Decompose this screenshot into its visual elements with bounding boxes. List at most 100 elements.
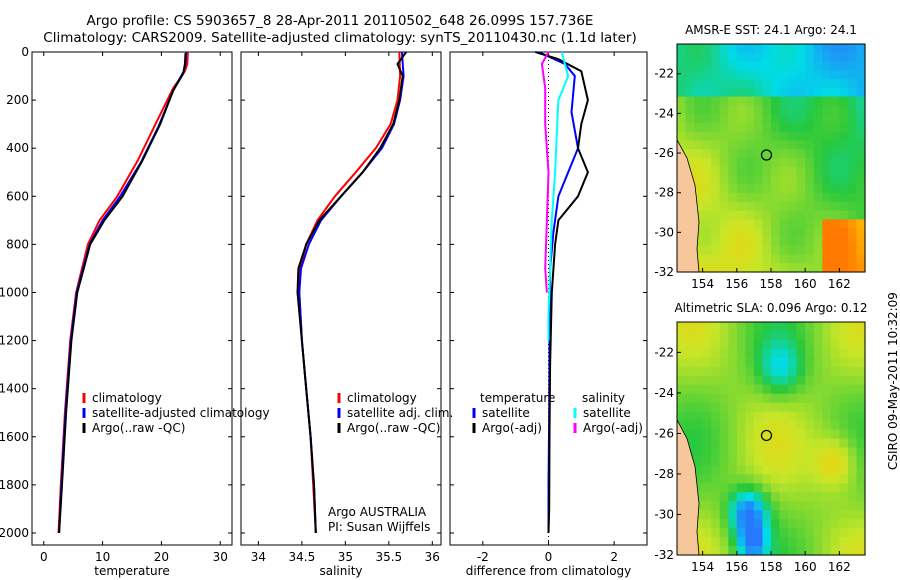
- annotation-line: Argo AUSTRALIA: [328, 505, 427, 519]
- map-cell: [847, 228, 857, 238]
- map-cell: [813, 228, 823, 238]
- map-cell: [719, 501, 729, 511]
- map-cell: [728, 158, 738, 168]
- map-cell: [762, 61, 772, 71]
- map-cell: [728, 166, 738, 177]
- map-cell: [719, 483, 729, 493]
- map-cell: [847, 510, 857, 520]
- map-cell: [711, 366, 721, 377]
- map-cell: [753, 236, 763, 247]
- map-cell: [762, 236, 772, 247]
- map-cell: [805, 322, 815, 332]
- map-cell: [745, 429, 755, 440]
- map-cell: [805, 228, 815, 238]
- map-cell: [822, 263, 832, 273]
- map-cell: [711, 166, 721, 177]
- map-cell: [805, 149, 815, 159]
- map-cell: [702, 201, 712, 212]
- map-cell: [796, 79, 806, 89]
- map-cell: [694, 420, 704, 431]
- map-cell: [745, 70, 755, 80]
- map-cell: [788, 44, 798, 54]
- map-cell: [719, 393, 729, 404]
- map-cell: [719, 375, 729, 386]
- map-cell: [753, 61, 763, 71]
- map-cell: [736, 322, 746, 332]
- map-cell: [702, 348, 712, 359]
- map-cell: [745, 61, 755, 71]
- map-cell: [805, 140, 815, 150]
- map-cell: [830, 201, 840, 212]
- map-cell: [728, 44, 738, 54]
- map-cell: [788, 245, 798, 256]
- map-cell: [796, 519, 806, 529]
- map-cell: [847, 456, 857, 466]
- map-cell: [753, 322, 763, 332]
- map-cell: [847, 438, 857, 449]
- map-cell: [813, 465, 823, 475]
- map-cell: [771, 87, 781, 98]
- map-cell: [771, 465, 781, 475]
- map-cell: [711, 519, 721, 529]
- map-cell: [856, 79, 866, 89]
- map-cell: [805, 96, 815, 106]
- map-cell: [779, 236, 789, 247]
- map-cell: [719, 236, 729, 247]
- map-cell: [830, 546, 840, 556]
- map-cell: [694, 131, 704, 142]
- map-cell: [677, 122, 687, 133]
- map-cell: [830, 420, 840, 431]
- legend-entry: Argo(-adj): [583, 421, 643, 435]
- map-cell: [762, 510, 772, 520]
- map-cell: [847, 166, 857, 177]
- map-cell: [719, 52, 729, 63]
- x-tick-label: 30: [213, 550, 228, 564]
- map-cell: [694, 528, 704, 538]
- map-cell: [805, 348, 815, 359]
- map-cell: [719, 228, 729, 238]
- map-cell: [796, 465, 806, 475]
- map-cell: [719, 420, 729, 431]
- map-cell: [813, 175, 823, 185]
- y-tick-label: -32: [654, 265, 674, 279]
- map-cell: [702, 483, 712, 493]
- map-cell: [711, 193, 721, 203]
- map-cell: [762, 201, 772, 212]
- map-cell: [677, 96, 687, 106]
- map-cell: [711, 429, 721, 440]
- map-cell: [796, 357, 806, 368]
- map-cell: [736, 158, 746, 168]
- map-cell: [753, 429, 763, 440]
- land-mass: [676, 419, 700, 556]
- y-tick-label: -28: [654, 186, 674, 200]
- map-cell: [762, 429, 772, 440]
- map-cell: [711, 357, 721, 368]
- map-cell: [830, 375, 840, 386]
- map-cell: [762, 184, 772, 194]
- map-cell: [839, 366, 849, 377]
- map-cell: [736, 411, 746, 422]
- map-cell: [736, 184, 746, 194]
- map-cell: [771, 537, 781, 547]
- map-cell: [847, 447, 857, 458]
- map-cell: [771, 158, 781, 168]
- map-cell: [762, 537, 772, 547]
- map-cell: [702, 122, 712, 133]
- map-cell: [796, 339, 806, 350]
- map-cell: [822, 44, 832, 54]
- map-cell: [745, 87, 755, 98]
- map-cell: [847, 331, 857, 341]
- map-cell: [719, 510, 729, 520]
- x-axis-label: temperature: [94, 564, 169, 578]
- map-cell: [702, 429, 712, 440]
- y-tick-label: 800: [6, 237, 29, 251]
- map-cell: [728, 105, 738, 115]
- map-cell: [711, 228, 721, 238]
- temperature-panel-frame: [31, 51, 233, 546]
- map-cell: [771, 528, 781, 538]
- x-tick-label: 20: [154, 550, 169, 564]
- map-cell: [711, 201, 721, 212]
- map-cell: [856, 228, 866, 238]
- series-line-salinity-argo-adj-: [540, 51, 550, 293]
- map-cell: [719, 96, 729, 106]
